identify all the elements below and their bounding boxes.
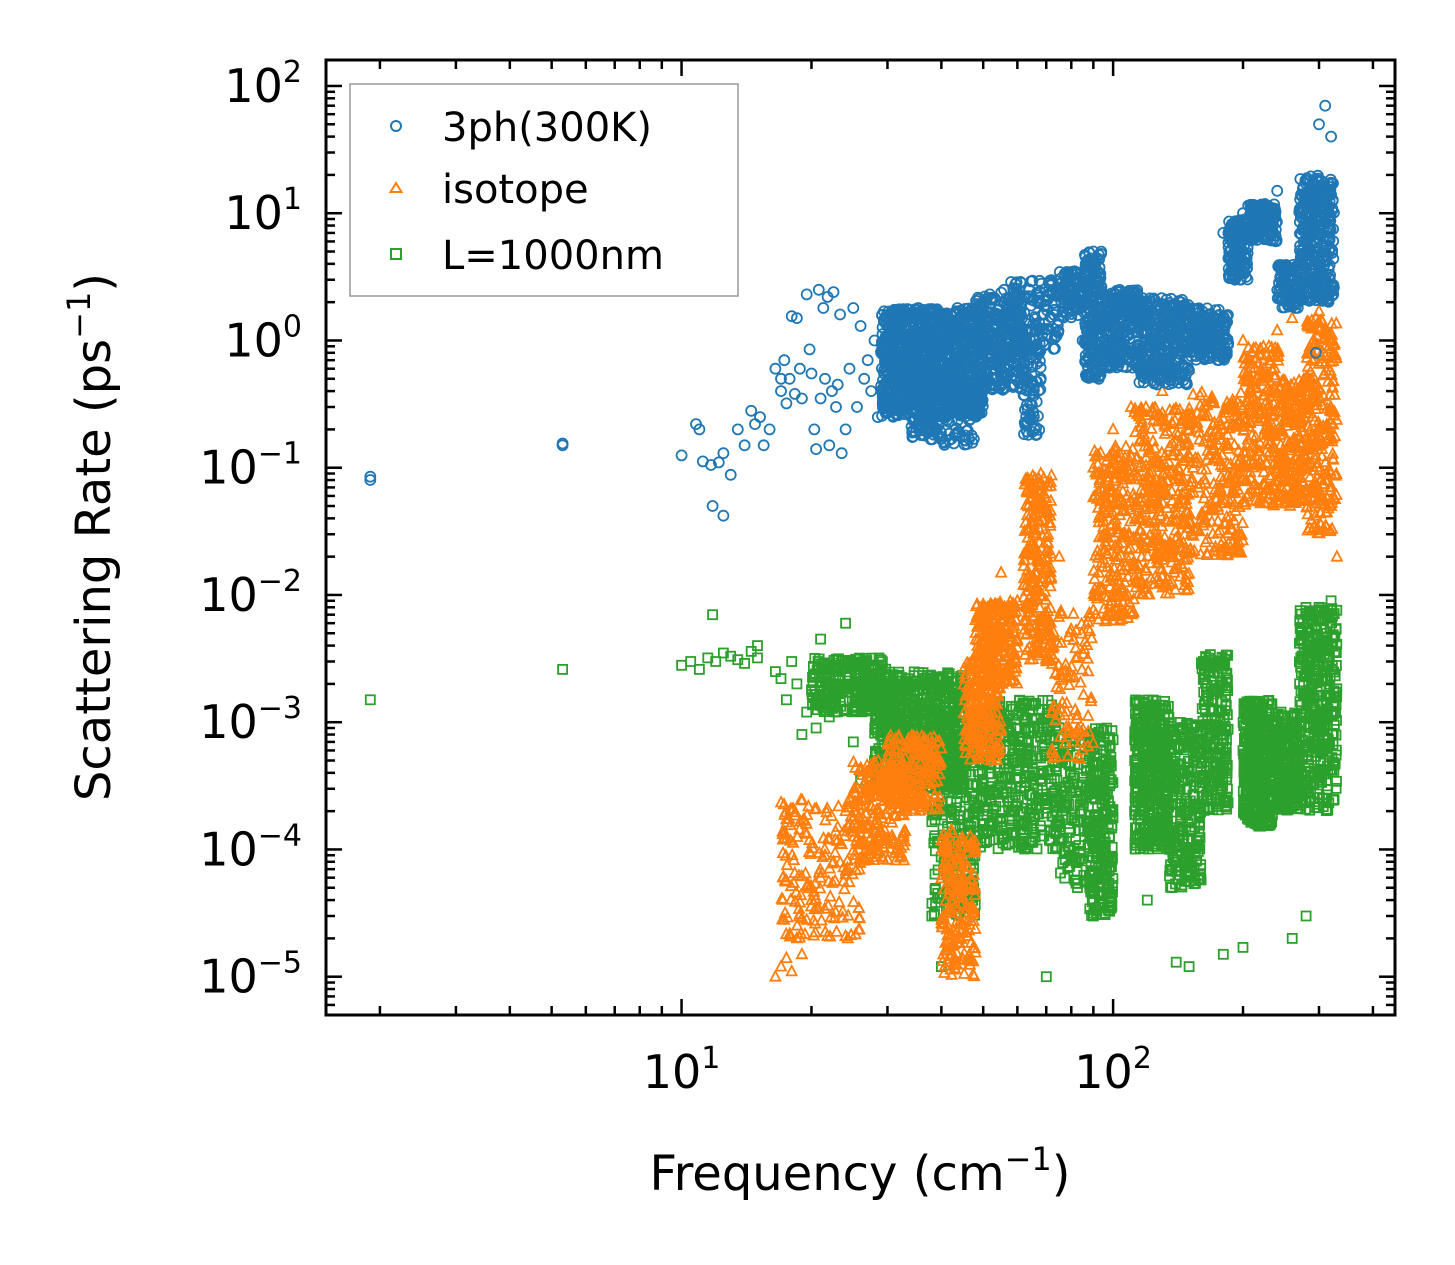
data-point-l-1000nm [883,699,894,711]
data-point-l-1000nm [902,711,913,723]
data-point-l-1000nm [917,667,929,678]
data-point-l-1000nm [830,689,842,701]
data-point-l-1000nm [929,908,940,920]
data-point-l-1000nm [914,697,926,709]
data-point-l-1000nm [877,683,889,695]
data-point-l-1000nm [942,681,954,693]
data-point-l-1000nm [856,660,868,672]
data-point-l-1000nm [818,698,830,709]
data-point-l-1000nm [833,688,845,700]
data-point-l-1000nm [935,683,947,694]
data-point-l-1000nm [907,700,919,712]
data-point-l-1000nm [811,664,823,676]
data-point-l-1000nm [955,780,967,792]
data-point-l-1000nm [870,710,882,721]
data-point-l-1000nm [814,670,825,682]
data-point-l-1000nm [879,681,891,693]
data-point-l-1000nm [923,679,935,691]
data-point-l-1000nm [908,686,920,698]
data-point-l-1000nm [848,705,859,717]
data-point-l-1000nm [849,684,861,695]
data-point-l-1000nm [823,683,834,695]
data-point-l-1000nm [873,667,885,679]
data-point-l-1000nm [875,654,887,666]
data-point-l-1000nm [898,681,910,693]
data-point-l-1000nm [829,663,841,675]
data-point-l-1000nm [871,704,883,716]
data-point-l-1000nm [811,699,823,711]
data-point-l-1000nm [882,710,894,722]
data-point-l-1000nm [896,692,907,704]
data-point-l-1000nm [873,652,885,664]
data-point-l-1000nm [909,714,921,726]
data-point-l-1000nm [918,708,930,720]
data-point-l-1000nm [835,700,847,712]
data-point-l-1000nm [942,670,954,682]
data-point-l-1000nm [901,693,913,705]
data-point-l-1000nm [880,713,892,725]
data-points-layer [364,99,1344,983]
data-point-l-1000nm [937,684,948,696]
data-point-l-1000nm [867,661,878,673]
